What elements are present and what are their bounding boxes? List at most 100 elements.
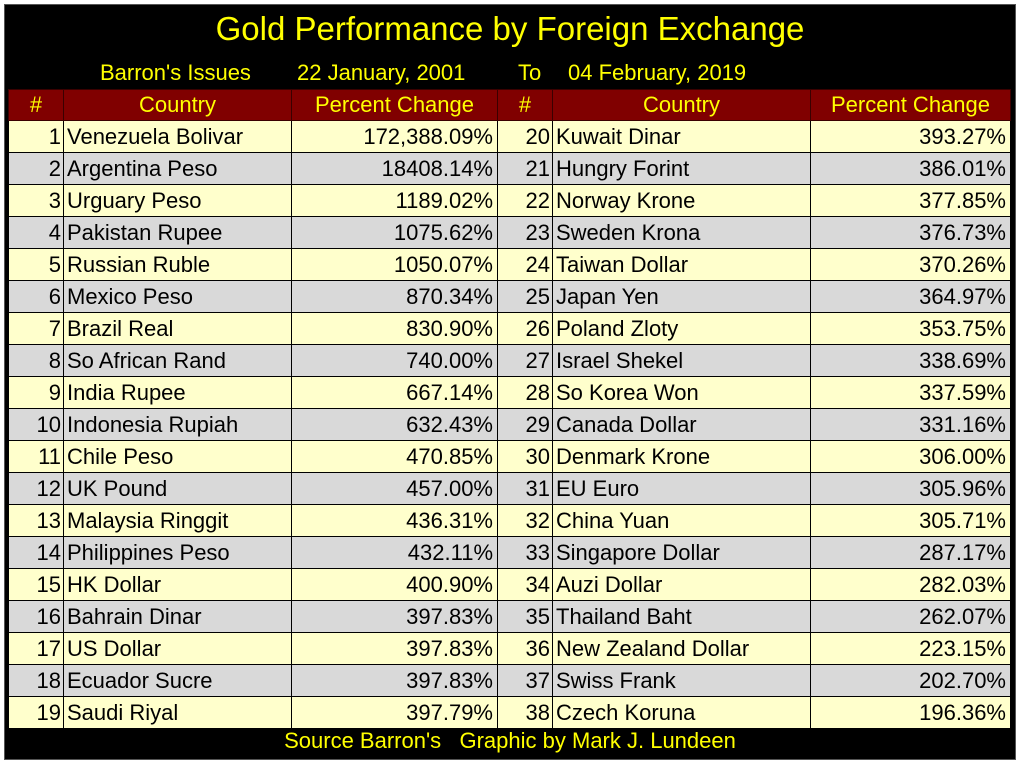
table-row: 13 Malaysia Ringgit 436.31% 32 China Yuan 305… [8, 504, 1011, 537]
country-cell: Ecuador Sucre [63, 664, 292, 697]
country-cell: Brazil Real [63, 312, 292, 345]
rank-cell: 18 [8, 664, 64, 697]
rank-cell: 26 [497, 312, 553, 345]
percent-change-cell: 172,388.09% [291, 120, 498, 153]
rank-cell: 32 [497, 504, 553, 537]
table-row: 12 UK Pound 457.00% 31 EU Euro 305.96% [8, 472, 1011, 505]
table-row: 19 Saudi Riyal 397.79% 38 Czech Koruna 196.36… [8, 696, 1011, 729]
country-cell: New Zealand Dollar [552, 632, 811, 665]
table-row: 15 HK Dollar 400.90% 34 Auzi Dollar 282.03% [8, 568, 1011, 601]
subtitle-start-date: 22 January, 2001 [297, 60, 466, 85]
country-cell: Mexico Peso [63, 280, 292, 313]
table-row: 7 Brazil Real 830.90% 26 Poland Zloty 353.75% [8, 312, 1011, 345]
rank-cell: 5 [8, 248, 64, 281]
column-header-percent-change: Percent Change [291, 89, 498, 121]
percent-change-cell: 830.90% [291, 312, 498, 345]
performance-table: # Country Percent Change # Country Perce… [8, 89, 1011, 729]
percent-change-cell: 18408.14% [291, 152, 498, 185]
table-row: 1 Venezuela Bolivar 172,388.09% 20 Kuwait Di… [8, 120, 1011, 153]
percent-change-cell: 202.70% [810, 664, 1011, 697]
table-row: 11 Chile Peso 470.85% 30 Denmark Krone 306.00… [8, 440, 1011, 473]
rank-cell: 25 [497, 280, 553, 313]
table-row: 17 US Dollar 397.83% 36 New Zealand Dollar 22… [8, 632, 1011, 665]
rank-cell: 28 [497, 376, 553, 409]
percent-change-cell: 305.71% [810, 504, 1011, 537]
subtitle-prefix: Barron's Issues [100, 60, 251, 85]
rank-cell: 17 [8, 632, 64, 665]
rank-cell: 15 [8, 568, 64, 601]
percent-change-cell: 397.83% [291, 600, 498, 633]
rank-cell: 35 [497, 600, 553, 633]
country-cell: Czech Koruna [552, 696, 811, 729]
table-row: 8 So African Rand 740.00% 27 Israel Shekel 33… [8, 344, 1011, 377]
country-cell: Taiwan Dollar [552, 248, 811, 281]
table-body: 1 Venezuela Bolivar 172,388.09% 20 Kuwait Di… [8, 120, 1011, 729]
percent-change-cell: 370.26% [810, 248, 1011, 281]
percent-change-cell: 1050.07% [291, 248, 498, 281]
percent-change-cell: 870.34% [291, 280, 498, 313]
rank-cell: 33 [497, 536, 553, 569]
country-cell: Canada Dollar [552, 408, 811, 441]
subtitle-to: To [518, 60, 542, 85]
rank-cell: 27 [497, 344, 553, 377]
country-cell: Bahrain Dinar [63, 600, 292, 633]
rank-cell: 21 [497, 152, 553, 185]
country-cell: Israel Shekel [552, 344, 811, 377]
rank-cell: 34 [497, 568, 553, 601]
table-row: 6 Mexico Peso 870.34% 25 Japan Yen 364.97% [8, 280, 1011, 313]
country-cell: Norway Krone [552, 184, 811, 217]
rank-cell: 9 [8, 376, 64, 409]
percent-change-cell: 740.00% [291, 344, 498, 377]
rank-cell: 30 [497, 440, 553, 473]
percent-change-cell: 470.85% [291, 440, 498, 473]
column-header-rank: # [8, 89, 64, 121]
country-cell: Poland Zloty [552, 312, 811, 345]
country-cell: Venezuela Bolivar [63, 120, 292, 153]
percent-change-cell: 632.43% [291, 408, 498, 441]
percent-change-cell: 1075.62% [291, 216, 498, 249]
percent-change-cell: 287.17% [810, 536, 1011, 569]
table-row: 5 Russian Ruble 1050.07% 24 Taiwan Dollar 370… [8, 248, 1011, 281]
rank-cell: 14 [8, 536, 64, 569]
table-header-row: # Country Percent Change # Country Perce… [8, 89, 1011, 121]
country-cell: Saudi Riyal [63, 696, 292, 729]
percent-change-cell: 376.73% [810, 216, 1011, 249]
table-row: 9 India Rupee 667.14% 28 So Korea Won 337.59% [8, 376, 1011, 409]
percent-change-cell: 196.36% [810, 696, 1011, 729]
country-cell: HK Dollar [63, 568, 292, 601]
percent-change-cell: 331.16% [810, 408, 1011, 441]
table-row: 14 Philippines Peso 432.11% 33 Singapore Dol… [8, 536, 1011, 569]
country-cell: China Yuan [552, 504, 811, 537]
rank-cell: 2 [8, 152, 64, 185]
percent-change-cell: 377.85% [810, 184, 1011, 217]
country-cell: Argentina Peso [63, 152, 292, 185]
rank-cell: 31 [497, 472, 553, 505]
subtitle-end-date: 04 February, 2019 [568, 60, 747, 85]
rank-cell: 19 [8, 696, 64, 729]
chart-footer: Source Barron's Graphic by Mark J. Lunde… [284, 728, 736, 753]
column-header-country: Country [552, 89, 811, 121]
percent-change-cell: 223.15% [810, 632, 1011, 665]
table-row: 10 Indonesia Rupiah 632.43% 29 Canada Dollar… [8, 408, 1011, 441]
country-cell: Auzi Dollar [552, 568, 811, 601]
rank-cell: 8 [8, 344, 64, 377]
country-cell: Malaysia Ringgit [63, 504, 292, 537]
percent-change-cell: 432.11% [291, 536, 498, 569]
rank-cell: 7 [8, 312, 64, 345]
country-cell: Denmark Krone [552, 440, 811, 473]
country-cell: UK Pound [63, 472, 292, 505]
column-header-rank: # [497, 89, 553, 121]
table-row: 3 Urguary Peso 1189.02% 22 Norway Krone 377.8… [8, 184, 1011, 217]
column-header-percent-change: Percent Change [810, 89, 1011, 121]
rank-cell: 6 [8, 280, 64, 313]
rank-cell: 10 [8, 408, 64, 441]
country-cell: Swiss Frank [552, 664, 811, 697]
percent-change-cell: 262.07% [810, 600, 1011, 633]
country-cell: Japan Yen [552, 280, 811, 313]
country-cell: Urguary Peso [63, 184, 292, 217]
percent-change-cell: 436.31% [291, 504, 498, 537]
percent-change-cell: 337.59% [810, 376, 1011, 409]
rank-cell: 3 [8, 184, 64, 217]
percent-change-cell: 400.90% [291, 568, 498, 601]
percent-change-cell: 306.00% [810, 440, 1011, 473]
